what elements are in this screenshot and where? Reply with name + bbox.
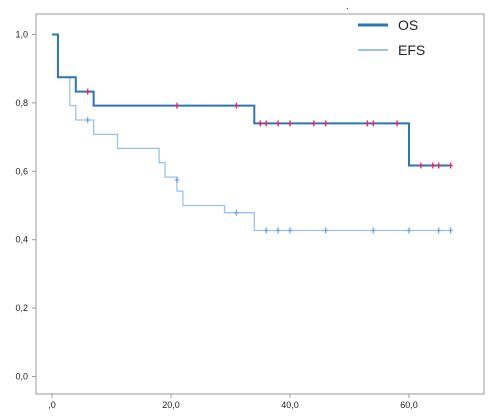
os-censor-mark [234,102,239,109]
os-censor-mark [258,120,263,127]
x-tick-label: ,0 [48,400,56,410]
efs-censor-mark [436,227,441,234]
os-curve [52,33,451,167]
os-censor-mark [371,120,376,127]
plot-frame [35,13,485,395]
os-censor-mark [323,120,328,127]
os-censor-mark [288,120,292,127]
y-tick-label: 0,8 [15,98,28,108]
os-censor-mark [174,102,179,109]
efs-censor-mark [448,227,453,234]
top-mark: . [346,1,349,12]
efs-censor-mark [407,227,411,234]
survival-curves [52,33,453,234]
y-tick-label: 0,6 [15,166,28,176]
os-censor-mark [365,120,370,127]
y-tick-label: 0,0 [15,372,28,382]
x-tick-label: 40,0 [281,400,299,410]
os-censor-mark [448,162,453,169]
os-censor-mark [436,162,441,169]
os-censor-mark [418,162,423,169]
y-tick-label: 1,0 [15,30,28,40]
efs-censor-mark [264,227,269,234]
legend-label-os: OS [398,17,418,33]
efs-censor-mark [174,176,179,183]
efs-censor-mark [276,227,281,234]
efs-censor-mark [85,117,90,123]
legend: OS EFS [358,17,425,58]
os-censor-mark [395,120,400,127]
x-axis-ticks: ,0 20,0 40,0 60,0 [48,394,418,410]
y-tick-label: 0,4 [15,235,28,245]
x-tick-label: 60,0 [400,400,418,410]
os-censor-mark [264,120,269,127]
y-tick-label: 0,2 [15,303,28,313]
efs-censor-mark [323,227,328,234]
x-tick-label: 20,0 [162,400,180,410]
efs-curve [52,33,451,232]
efs-censor-mark [288,227,292,234]
os-censor-mark [85,88,90,95]
efs-censor-mark [234,209,239,216]
legend-label-efs: EFS [398,42,425,58]
os-censor-mark [430,162,435,169]
os-censor-mark [276,120,281,127]
os-censor-mark [311,120,316,127]
efs-censor-mark [371,227,376,234]
y-axis-ticks: 0,0 0,2 0,4 0,6 0,8 1,0 [15,30,36,382]
